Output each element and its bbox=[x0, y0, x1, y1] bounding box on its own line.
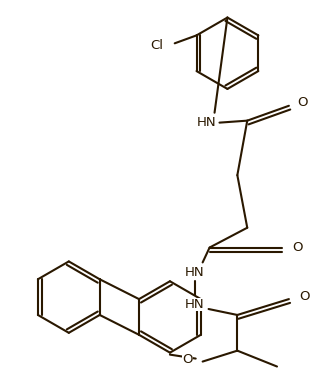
Text: HN: HN bbox=[185, 298, 204, 310]
Text: HN: HN bbox=[197, 116, 216, 129]
Text: O: O bbox=[299, 290, 309, 303]
Text: O: O bbox=[182, 353, 193, 366]
Text: O: O bbox=[297, 96, 307, 109]
Text: O: O bbox=[292, 241, 302, 254]
Text: Cl: Cl bbox=[150, 39, 163, 52]
Text: HN: HN bbox=[185, 266, 204, 279]
